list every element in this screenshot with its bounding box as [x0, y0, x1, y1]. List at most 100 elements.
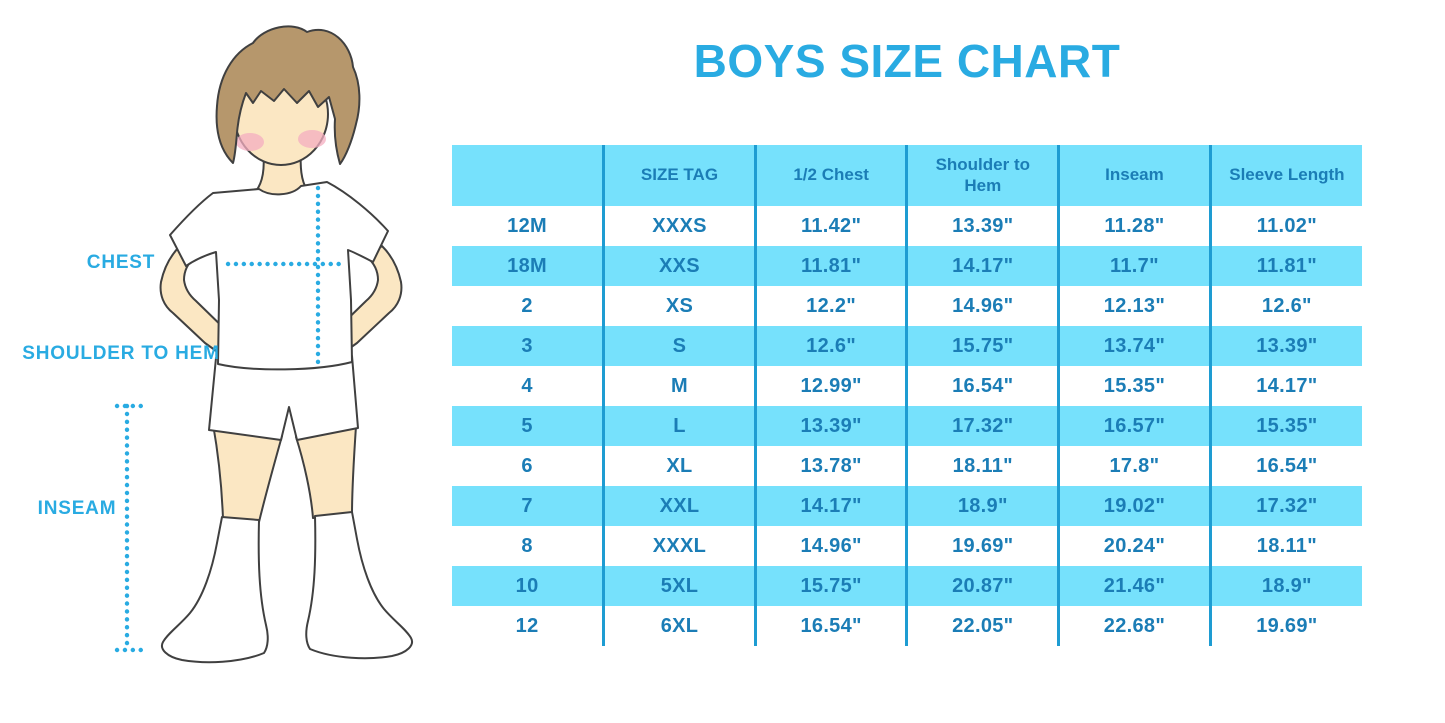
cell: 5XL [603, 566, 757, 606]
header-row: SIZE TAG 1/2 Chest Shoulder to Hem Inseam Sl… [452, 145, 1362, 206]
cell: 17.8" [1058, 446, 1212, 486]
table-row: 8 XXXL 14.96" 19.69" 20.24" 18.11" [452, 526, 1362, 566]
cell: 14.96" [906, 286, 1061, 326]
table-row: 6 XL 13.78" 18.11" 17.8" 16.54" [452, 446, 1362, 486]
cell: 6XL [603, 606, 757, 646]
cell: 12.6" [755, 326, 909, 366]
table-row: 7 XXL 14.17" 18.9" 19.02" 17.32" [452, 486, 1362, 526]
cell: L [603, 406, 757, 446]
cell: 11.02" [1256, 214, 1317, 237]
cell: 19.69" [906, 526, 1061, 566]
row-label: 18M [452, 246, 606, 286]
cell: 18.9" [1261, 574, 1312, 597]
cell: 20.24" [1058, 526, 1212, 566]
cell: 19.02" [1058, 486, 1212, 526]
cell: 14.17" [906, 246, 1061, 286]
cell: 11.7" [1058, 246, 1212, 286]
table-row: 5 L 13.39" 17.32" 16.57" 15.35" [452, 406, 1362, 446]
cell: 16.57" [1058, 406, 1212, 446]
cell: 18.11" [906, 446, 1061, 486]
row-label: 8 [452, 526, 606, 566]
blush-right-cheek [298, 130, 326, 148]
cell: XXL [603, 486, 757, 526]
cell: 18.11" [1256, 534, 1317, 557]
size-table-head: SIZE TAG 1/2 Chest Shoulder to Hem Inseam Sl… [452, 145, 1362, 206]
column-header-0 [452, 145, 606, 206]
cell: XXXL [603, 526, 757, 566]
boy-measurement-diagram: CHEST SHOULDER TO HEM INSEAM [22, 25, 413, 664]
cell: M [603, 366, 757, 406]
cell: 14.17" [1256, 374, 1318, 397]
hair [215, 25, 361, 165]
cell: 16.54" [906, 366, 1061, 406]
chest-label: CHEST [87, 252, 155, 273]
table-row: 2 XS 12.2" 14.96" 12.13" 12.6" [452, 286, 1362, 326]
column-header-1: SIZE TAG [603, 145, 757, 206]
shoulder-to-hem-label: SHOULDER TO HEM [22, 343, 219, 364]
cell: 13.78" [755, 446, 909, 486]
table-row: 12M XXXS 11.42" 13.39" 11.28" 11.02" [452, 206, 1362, 246]
column-header-2: 1/2 Chest [755, 145, 909, 206]
cell: 11.81" [755, 246, 909, 286]
cell: 13.39" [906, 206, 1061, 246]
cell: XXS [603, 246, 757, 286]
column-header-4: Inseam [1058, 145, 1212, 206]
cell: 12.2" [755, 286, 909, 326]
cell: 16.54" [755, 606, 909, 646]
row-label: 2 [452, 286, 606, 326]
cell: 16.54" [1256, 454, 1318, 477]
cell: 11.81" [1256, 254, 1317, 277]
row-label: 10 [452, 566, 606, 606]
cell: 22.05" [906, 606, 1061, 646]
table-row: 3 S 12.6" 15.75" 13.74" 13.39" [452, 326, 1362, 366]
cell: 19.69" [1256, 614, 1318, 637]
inseam-label: INSEAM [38, 498, 117, 519]
row-label: 7 [452, 486, 606, 526]
cell: 17.32" [1256, 494, 1318, 517]
cell: 18.9" [906, 486, 1061, 526]
table-row: 18M XXS 11.81" 14.17" 11.7" 11.81" [452, 246, 1362, 286]
row-label: 3 [452, 326, 606, 366]
table-row: 10 5XL 15.75" 20.87" 21.46" 18.9" [452, 566, 1362, 606]
page-title: BOYS SIZE CHART [693, 35, 1121, 87]
cell: 15.75" [755, 566, 909, 606]
cell: XS [603, 286, 757, 326]
cell: 15.35" [1256, 414, 1318, 437]
cell: 11.42" [755, 206, 909, 246]
cell: XL [603, 446, 757, 486]
cell: 13.39" [755, 406, 909, 446]
cell: 17.32" [906, 406, 1061, 446]
cell: S [603, 326, 757, 366]
cell: 22.68" [1058, 606, 1212, 646]
cell: 15.35" [1058, 366, 1212, 406]
row-label: 6 [452, 446, 606, 486]
cell: 12.6" [1261, 294, 1312, 317]
left-sock [161, 516, 269, 664]
cell: 13.39" [1256, 334, 1318, 357]
cell: 14.17" [755, 486, 909, 526]
shorts [208, 355, 359, 441]
size-table: SIZE TAG 1/2 Chest Shoulder to Hem Inseam Sl… [452, 145, 1362, 646]
column-header-5: Sleeve Length [1229, 165, 1345, 185]
cell: 11.28" [1058, 206, 1212, 246]
cell: XXXS [603, 206, 757, 246]
row-label: 4 [452, 366, 606, 406]
size-table-body: 12M XXXS 11.42" 13.39" 11.28" 11.02" 18M XXS 11.… [452, 206, 1362, 646]
row-label: 5 [452, 406, 606, 446]
cell: 21.46" [1058, 566, 1212, 606]
column-header-3: Shoulder to Hem [906, 145, 1061, 206]
cell: 13.74" [1058, 326, 1212, 366]
cell: 12.99" [755, 366, 909, 406]
right-leg [295, 425, 357, 519]
table-row: 4 M 12.99" 16.54" 15.35" 14.17" [452, 366, 1362, 406]
cell: 12.13" [1058, 286, 1212, 326]
blush-left-cheek [236, 133, 264, 151]
table-row: 12 6XL 16.54" 22.05" 22.68" 19.69" [452, 606, 1362, 646]
cell: 20.87" [906, 566, 1061, 606]
cell: 15.75" [906, 326, 1061, 366]
t-shirt [169, 181, 389, 371]
cell: 14.96" [755, 526, 909, 566]
row-label: 12 [452, 606, 606, 646]
row-label: 12M [452, 206, 606, 246]
right-sock [305, 511, 413, 660]
